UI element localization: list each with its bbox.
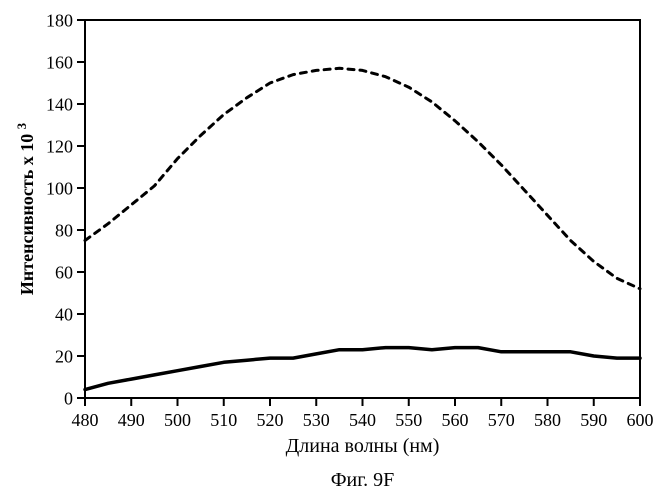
- x-tick-label: 550: [395, 410, 422, 430]
- x-tick-label: 490: [118, 410, 145, 430]
- y-tick-label: 180: [46, 10, 73, 30]
- x-tick-label: 580: [534, 410, 561, 430]
- y-axis-title: Интенсивность x 10 3: [15, 123, 37, 295]
- y-axis-title-mult: x 10: [17, 134, 37, 166]
- y-tick-label: 100: [46, 178, 73, 198]
- y-tick-label: 40: [55, 304, 73, 324]
- x-tick-labels: 480 490 500 510 520 530 540 550 560 570 580 590 600: [72, 410, 654, 430]
- y-tick-label: 160: [46, 52, 73, 72]
- plot-border: [85, 20, 640, 398]
- y-tick-label: 80: [55, 220, 73, 240]
- series-solid: [85, 348, 640, 390]
- x-tick-label: 600: [627, 410, 654, 430]
- y-tick-label: 60: [55, 262, 73, 282]
- y-tick-label: 0: [64, 388, 73, 408]
- x-axis-title: Длина волны (нм): [286, 435, 440, 457]
- y-axis-title-prefix: Интенсивность: [17, 169, 37, 295]
- y-tick-label: 20: [55, 346, 73, 366]
- x-tick-label: 480: [72, 410, 99, 430]
- chart-stage: 480 490 500 510 520 530 540 550 560 570 580 590 600 …: [0, 0, 663, 500]
- x-tick-label: 540: [349, 410, 376, 430]
- x-tick-label: 560: [442, 410, 469, 430]
- x-tick-label: 590: [580, 410, 607, 430]
- x-tick-label: 530: [303, 410, 330, 430]
- x-tick-label: 510: [210, 410, 237, 430]
- line-chart: 480 490 500 510 520 530 540 550 560 570 580 590 600 …: [0, 0, 663, 500]
- x-tick-label: 520: [257, 410, 284, 430]
- x-ticks: [85, 398, 640, 406]
- series-dashed: [85, 68, 640, 288]
- x-tick-label: 570: [488, 410, 515, 430]
- y-tick-label: 140: [46, 94, 73, 114]
- y-tick-labels: 0 20 40 60 80 100 120 140 160 180: [46, 10, 73, 408]
- y-axis-title-exp: 3: [15, 123, 29, 129]
- y-tick-label: 120: [46, 136, 73, 156]
- figure-caption: Фиг. 9F: [331, 469, 395, 491]
- x-tick-label: 500: [164, 410, 191, 430]
- y-ticks: [77, 20, 85, 398]
